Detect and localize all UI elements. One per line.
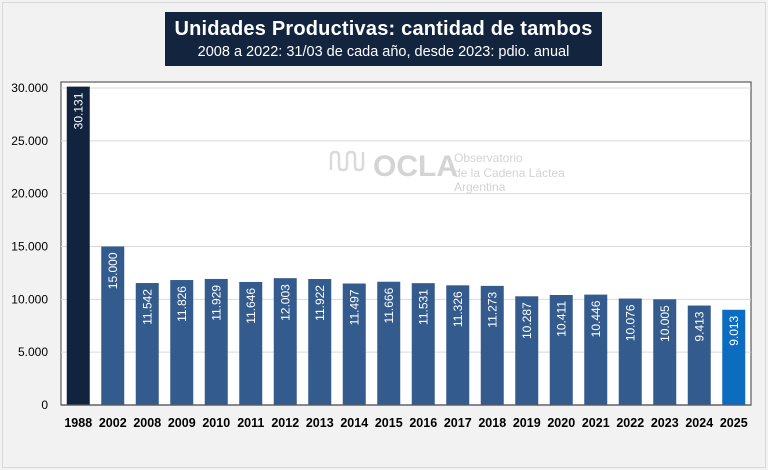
x-tick-label: 2011 [237,416,264,430]
x-tick-label: 2017 [444,416,472,430]
data-label: 10.446 [589,300,603,337]
bar-2017 [446,285,470,405]
y-tick-label: 0 [41,398,48,412]
data-label: 11.542 [140,289,154,325]
bar-2002 [101,246,125,405]
x-tick-label: 2019 [513,416,541,430]
x-tick-label: 2015 [375,416,403,430]
x-tick-label: 2002 [99,416,127,430]
data-label: 11.497 [347,289,361,325]
data-label: 10.005 [658,305,672,342]
bar-1988 [66,86,90,405]
x-tick-label: 2010 [202,416,230,430]
x-tick-label: 2021 [582,416,610,430]
data-label: 9.413 [692,311,706,341]
data-label: 15.000 [106,252,120,289]
bar-2019 [515,296,539,405]
bar-2018 [480,285,504,405]
data-label: 11.273 [485,292,499,328]
x-tick-label: 2018 [478,416,506,430]
title-box: Unidades Productivas: cantidad de tambos… [165,12,602,66]
bar-2013 [308,279,332,405]
bar-2024 [687,305,711,405]
x-tick-label: 2009 [168,416,196,430]
x-tick-label: 2016 [409,416,437,430]
bar-2025 [722,309,746,405]
bar-2010 [204,278,228,405]
x-tick-label: 2020 [547,416,575,430]
bar-2008 [135,283,159,405]
chart-subtitle: 2008 a 2022: 31/03 de cada año, desde 20… [197,44,570,60]
y-tick-label: 10.000 [11,292,48,306]
y-tick-label: 30.000 [11,81,48,95]
bar-2012 [273,278,297,405]
x-tick-label: 2025 [720,416,748,430]
bar-2022 [618,298,642,405]
data-label: 30.131 [71,92,85,129]
data-label: 9.013 [727,315,741,345]
data-label: 11.826 [175,286,189,322]
data-label: 11.922 [313,285,327,321]
x-tick-label: 2023 [651,416,679,430]
bar-2014 [342,283,366,405]
y-tick-label: 20.000 [11,187,48,201]
y-tick-label: 5.000 [18,345,48,359]
y-tick-label: 15.000 [11,240,48,254]
data-label: 10.076 [623,304,637,341]
data-label: 11.646 [244,288,258,324]
plot-area [60,81,752,406]
bar-2016 [411,283,435,405]
chart-title: Unidades Productivas: cantidad de tambos [174,18,593,40]
x-tick-label: 2022 [616,416,644,430]
data-label: 11.326 [451,291,465,327]
data-label: 10.411 [554,301,568,337]
bar-2009 [170,280,194,405]
watermark-line: Argentina [454,180,506,194]
bar-2020 [549,294,573,405]
watermark-line: Observatorio [454,151,523,165]
data-label: 11.929 [209,285,223,321]
x-tick-label: 2008 [133,416,161,430]
watermark-logo: OCLA [373,150,458,183]
x-tick-label: 2012 [271,416,299,430]
data-label: 11.666 [382,287,396,323]
data-label: 11.531 [416,289,430,325]
x-tick-label: 2013 [306,416,334,430]
x-tick-label: 1988 [64,416,92,430]
ocla-logo-icon [329,150,365,172]
bar-2021 [584,294,608,405]
watermark-line: de la Cadena Láctea [454,166,565,180]
y-tick-label: 25.000 [11,134,48,148]
data-label: 10.287 [520,302,534,339]
bar-2015 [377,281,401,405]
x-tick-label: 2024 [685,416,713,430]
x-tick-label: 2014 [340,416,368,430]
bar-2023 [653,299,677,405]
data-label: 12.003 [278,284,292,321]
bar-2011 [239,281,263,405]
ocla-watermark: OCLA Observatorio de la Cadena Láctea Ar… [329,150,565,194]
